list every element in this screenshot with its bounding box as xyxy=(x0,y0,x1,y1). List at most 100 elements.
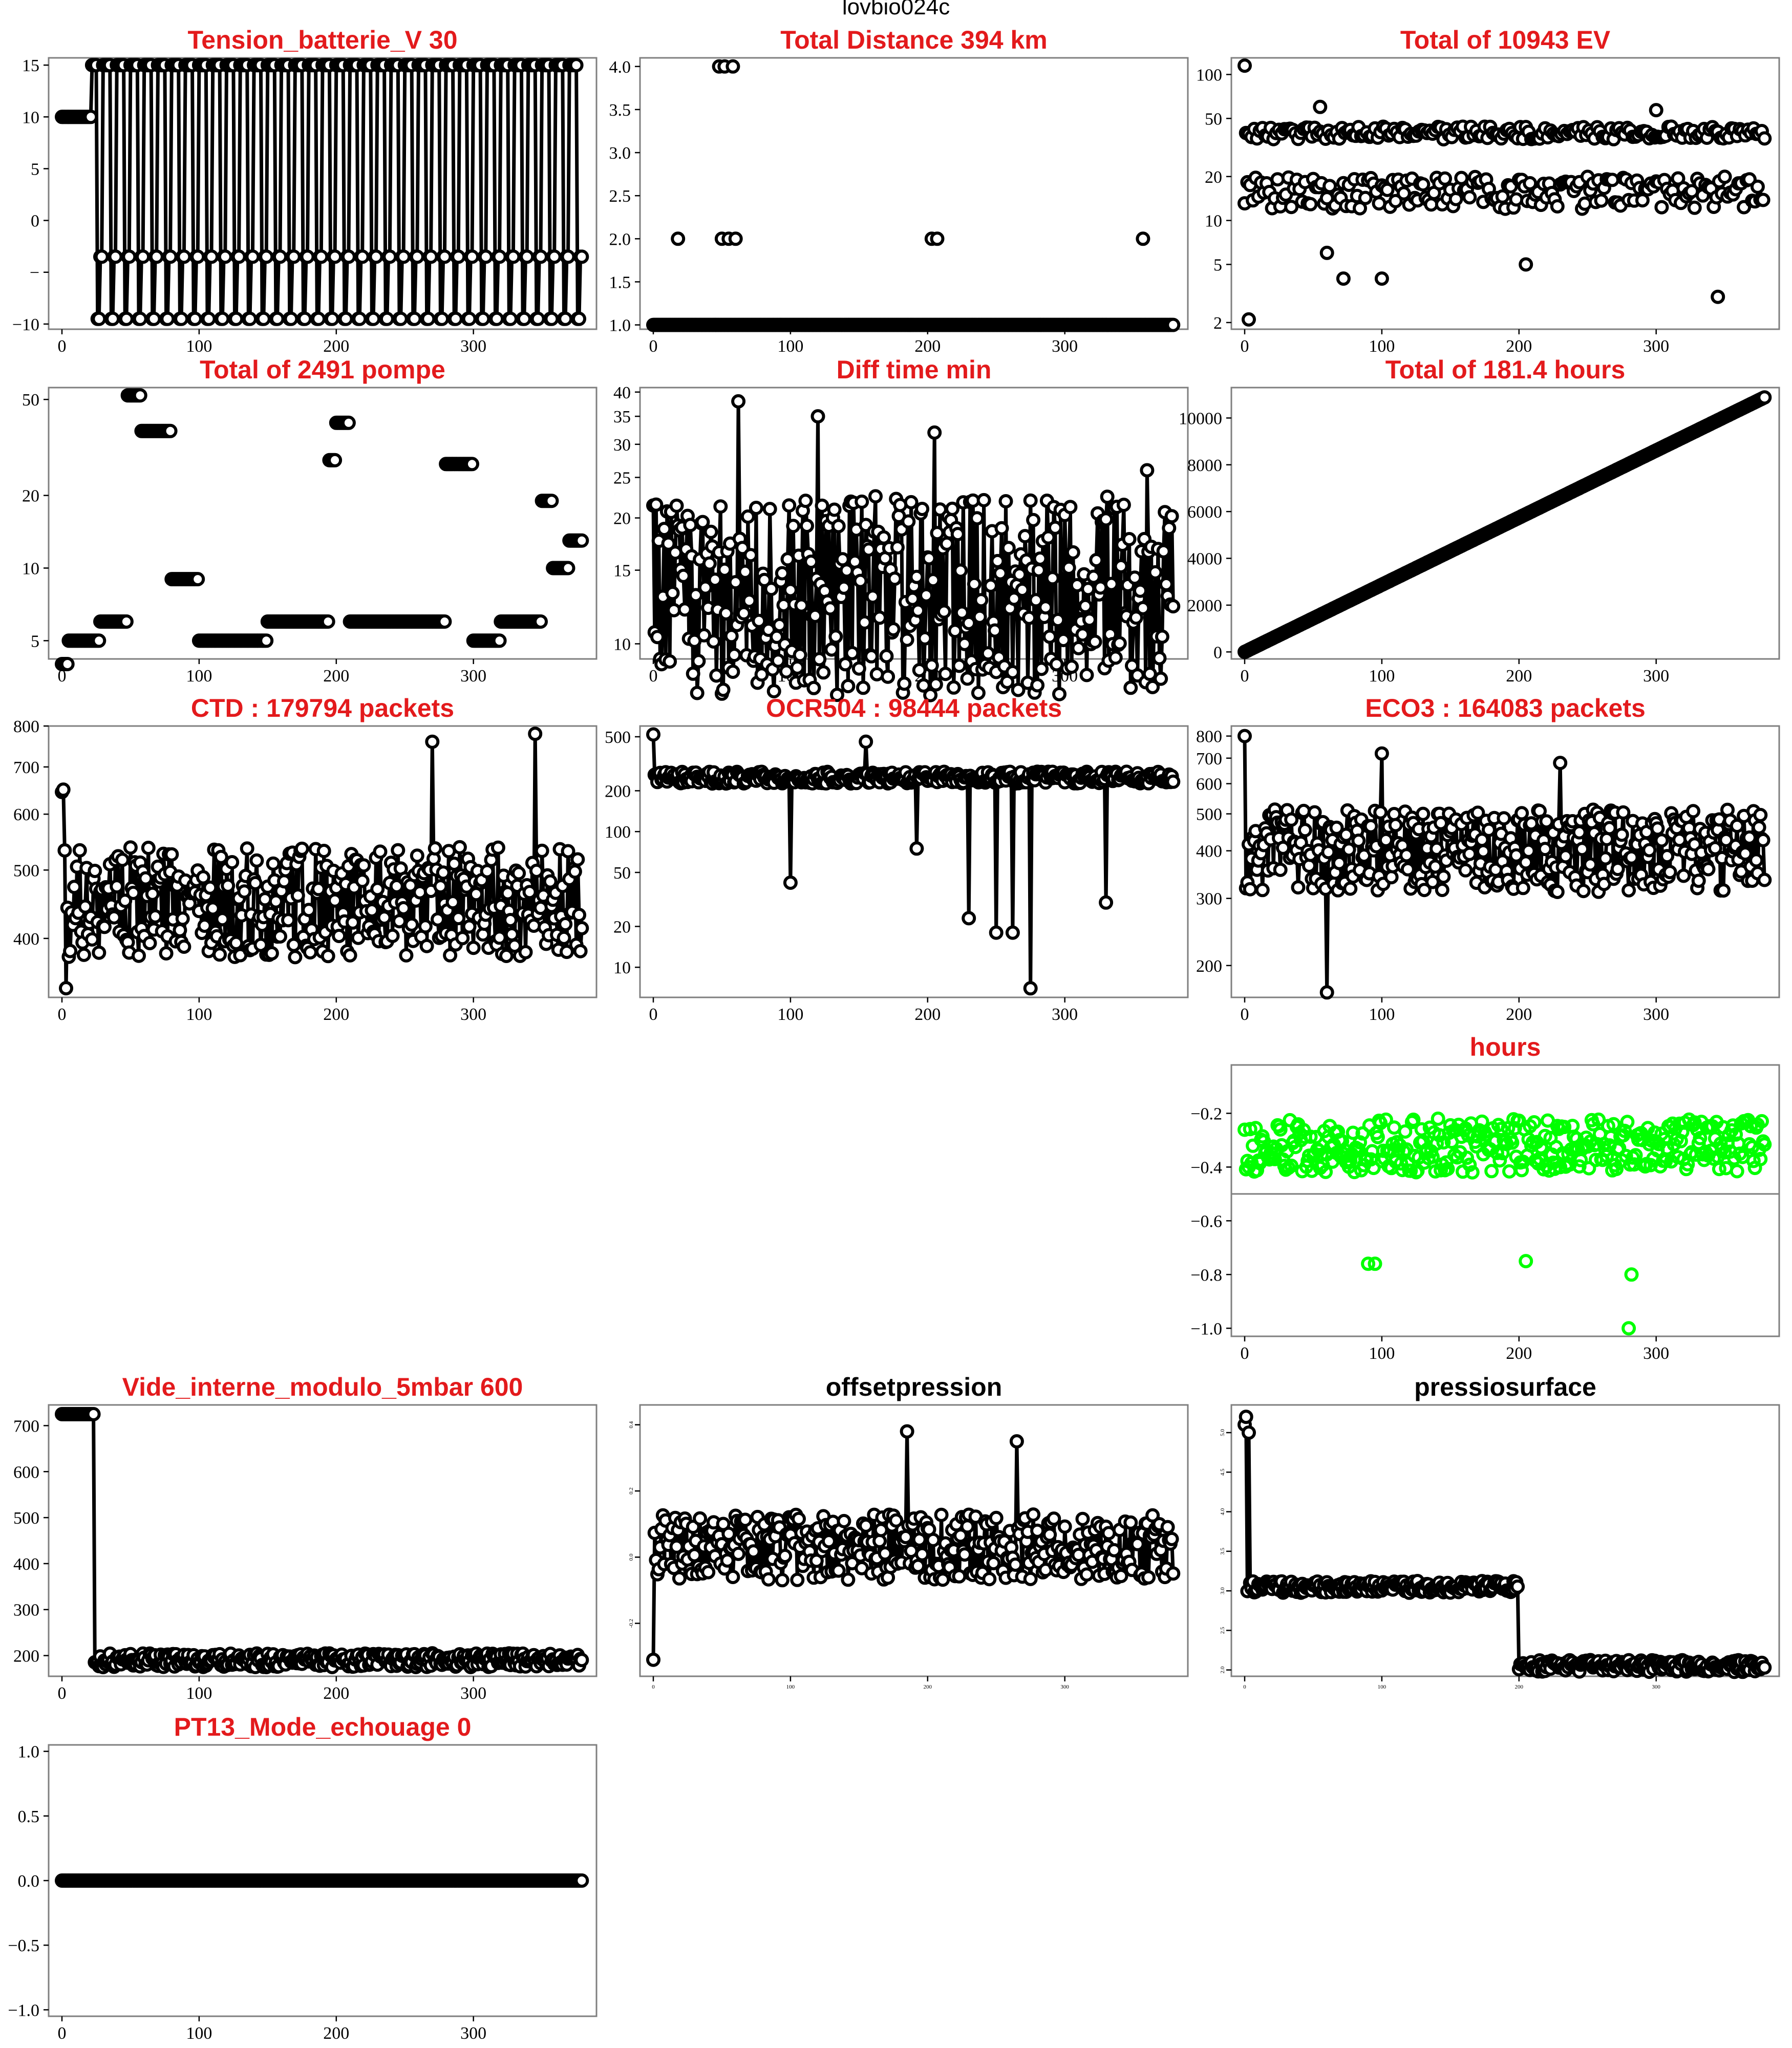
data-point xyxy=(897,676,912,691)
data-point xyxy=(731,1546,746,1561)
data-point xyxy=(256,311,271,326)
x-tick-label: 0 xyxy=(58,1005,67,1024)
data-point xyxy=(437,614,452,629)
data-point xyxy=(423,249,438,264)
data-point xyxy=(922,551,936,566)
data-point xyxy=(924,658,939,673)
data-point xyxy=(841,679,856,693)
data-point xyxy=(462,919,477,934)
data-point xyxy=(534,614,548,629)
data-point xyxy=(1242,312,1256,327)
data-point xyxy=(557,930,571,945)
data-point xyxy=(1005,925,1020,940)
data-point xyxy=(837,1513,851,1528)
data-point xyxy=(452,840,467,855)
y-tick-label: 2 xyxy=(1213,314,1222,333)
data-point xyxy=(466,941,481,955)
data-point xyxy=(72,843,87,858)
data-point xyxy=(311,882,326,897)
data-point xyxy=(1752,820,1766,835)
data-point xyxy=(303,945,317,959)
data-point xyxy=(284,311,298,326)
data-point xyxy=(775,566,790,581)
data-point xyxy=(720,1553,735,1568)
data-point xyxy=(1148,565,1163,580)
data-point xyxy=(1319,985,1334,1000)
data-point xyxy=(311,311,326,326)
data-point xyxy=(1558,849,1573,864)
data-point xyxy=(270,311,285,326)
data-point xyxy=(752,613,766,628)
data-point xyxy=(853,573,868,588)
data-point xyxy=(994,521,1009,536)
y-tick-label: −0.2 xyxy=(1190,1104,1222,1123)
data-point xyxy=(1649,103,1663,118)
data-point xyxy=(889,1513,904,1528)
data-point xyxy=(1550,199,1565,214)
data-point xyxy=(391,843,406,858)
data-point xyxy=(1438,171,1453,186)
data-point xyxy=(998,494,1013,508)
y-tick-label: 4.5 xyxy=(1220,1468,1226,1476)
data-point xyxy=(1687,200,1702,215)
data-point xyxy=(1614,827,1629,842)
data-point xyxy=(1624,1267,1639,1282)
data-point xyxy=(286,249,301,264)
data-point xyxy=(164,847,179,862)
data-point xyxy=(1026,1507,1041,1522)
data-point xyxy=(946,680,961,695)
data-point xyxy=(142,936,157,950)
data-point xyxy=(148,909,163,924)
data-point xyxy=(1436,869,1451,884)
y-tick-label: 4000 xyxy=(1187,550,1222,569)
data-point xyxy=(1605,173,1619,187)
data-point xyxy=(1431,1112,1445,1126)
data-point xyxy=(927,425,942,440)
data-point xyxy=(1047,1511,1061,1526)
data-point xyxy=(1416,177,1431,192)
data-point xyxy=(1622,883,1636,898)
data-point xyxy=(936,604,951,619)
data-point xyxy=(724,629,739,644)
x-tick-label: 300 xyxy=(1643,337,1669,356)
y-tick-label: 15 xyxy=(613,562,631,581)
data-point xyxy=(935,1572,950,1587)
data-point xyxy=(447,857,462,871)
data-point xyxy=(476,311,490,326)
data-point xyxy=(1133,583,1147,598)
data-point xyxy=(962,911,976,926)
data-point xyxy=(709,668,724,683)
data-point xyxy=(898,1530,913,1544)
data-point xyxy=(806,680,821,695)
data-point xyxy=(1388,194,1403,208)
panel-title: Total of 10943 EV xyxy=(1400,26,1611,54)
plot-frame xyxy=(639,57,1189,330)
y-tick-label: 15 xyxy=(22,56,39,75)
x-tick-label: 100 xyxy=(786,1684,795,1690)
y-tick-label: 4.0 xyxy=(1220,1508,1226,1515)
data-point xyxy=(518,945,533,959)
data-point xyxy=(132,948,146,963)
page-title: lovbio024c xyxy=(842,0,950,19)
data-point xyxy=(831,1563,846,1578)
plot-frame xyxy=(1230,1064,1780,1337)
data-point xyxy=(1757,872,1772,887)
data-point xyxy=(145,886,160,901)
data-point xyxy=(962,615,976,630)
data-point xyxy=(504,927,519,942)
data-point xyxy=(859,734,873,749)
y-tick-label: − xyxy=(30,264,39,283)
data-point xyxy=(511,866,526,881)
data-point xyxy=(915,1547,930,1562)
data-point xyxy=(1319,245,1334,260)
data-point xyxy=(382,249,397,264)
data-point xyxy=(175,911,190,926)
data-point xyxy=(436,865,451,880)
data-point xyxy=(683,518,698,532)
data-point xyxy=(1757,390,1772,405)
data-point xyxy=(1001,541,1016,556)
data-point xyxy=(273,929,287,944)
